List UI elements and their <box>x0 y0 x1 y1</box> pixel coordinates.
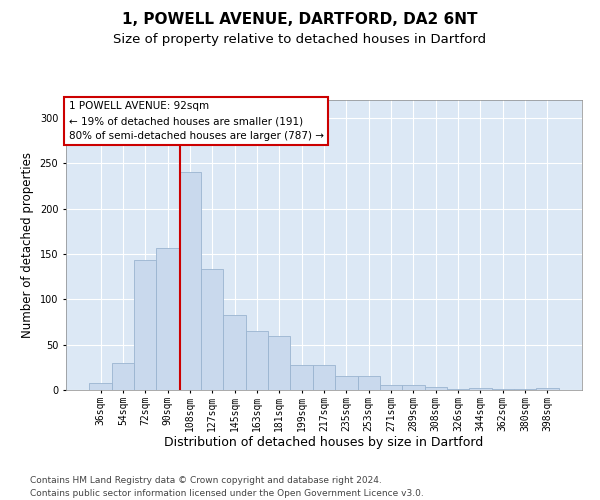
Text: Contains HM Land Registry data © Crown copyright and database right 2024.
Contai: Contains HM Land Registry data © Crown c… <box>30 476 424 498</box>
Bar <box>157 248 179 390</box>
Y-axis label: Number of detached properties: Number of detached properties <box>21 152 34 338</box>
Bar <box>313 364 335 390</box>
Bar <box>112 363 134 390</box>
Text: 1, POWELL AVENUE, DARTFORD, DA2 6NT: 1, POWELL AVENUE, DARTFORD, DA2 6NT <box>122 12 478 28</box>
Bar <box>179 172 201 390</box>
Bar <box>425 388 447 390</box>
Bar <box>402 384 425 390</box>
Bar <box>290 364 313 390</box>
Bar <box>358 376 380 390</box>
Bar <box>447 389 469 390</box>
Bar <box>335 376 358 390</box>
Bar <box>201 268 223 390</box>
Bar <box>491 389 514 390</box>
Bar <box>89 383 112 390</box>
Bar <box>134 260 157 390</box>
Bar <box>514 389 536 390</box>
Bar <box>380 384 402 390</box>
Bar <box>223 315 246 390</box>
Bar <box>246 331 268 390</box>
Bar <box>268 336 290 390</box>
Bar <box>469 388 491 390</box>
Text: Size of property relative to detached houses in Dartford: Size of property relative to detached ho… <box>113 32 487 46</box>
Bar <box>536 388 559 390</box>
Text: 1 POWELL AVENUE: 92sqm
← 19% of detached houses are smaller (191)
80% of semi-de: 1 POWELL AVENUE: 92sqm ← 19% of detached… <box>68 102 323 141</box>
X-axis label: Distribution of detached houses by size in Dartford: Distribution of detached houses by size … <box>164 436 484 450</box>
